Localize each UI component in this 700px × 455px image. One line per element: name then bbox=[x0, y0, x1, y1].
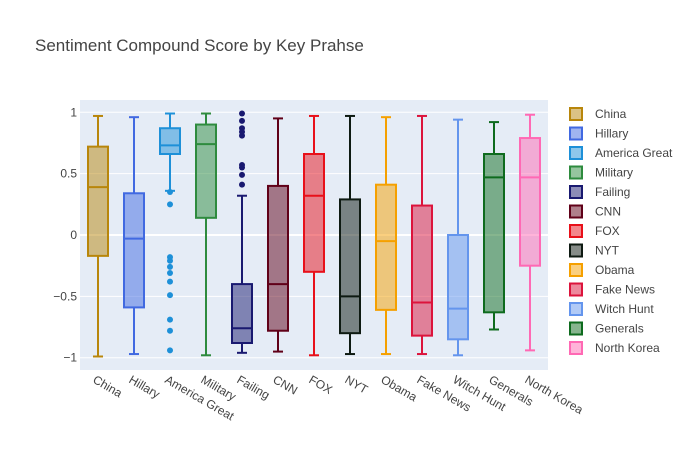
outlier-point bbox=[239, 181, 245, 188]
y-tick-label: 0 bbox=[70, 228, 77, 242]
legend-label: Fake News bbox=[595, 283, 655, 297]
y-tick-label: 0.5 bbox=[60, 167, 77, 181]
box-fox[interactable] bbox=[303, 114, 325, 357]
legend-item-military[interactable]: Military bbox=[569, 165, 633, 180]
box-iqr bbox=[87, 145, 109, 257]
legend-item-witch-hunt[interactable]: Witch Hunt bbox=[569, 302, 654, 316]
outlier-point bbox=[167, 263, 173, 270]
box-china[interactable] bbox=[87, 114, 109, 358]
legend-label: America Great bbox=[595, 146, 673, 160]
box-fake-news[interactable] bbox=[411, 114, 433, 356]
legend-item-china[interactable]: China bbox=[569, 107, 627, 121]
box-iqr bbox=[375, 183, 397, 311]
box-witch-hunt[interactable] bbox=[447, 118, 469, 357]
legend-label: FOX bbox=[595, 224, 620, 238]
legend-label: China bbox=[595, 107, 627, 121]
legend-item-fox[interactable]: FOX bbox=[569, 224, 620, 238]
box-iqr bbox=[303, 153, 325, 273]
legend-item-hillary[interactable]: Hillary bbox=[569, 126, 628, 141]
box-iqr bbox=[411, 204, 433, 337]
legend-label: North Korea bbox=[595, 341, 660, 355]
box-iqr bbox=[447, 234, 469, 341]
legend-item-north-korea[interactable]: North Korea bbox=[569, 341, 660, 355]
legend-label: Military bbox=[595, 166, 633, 180]
box-nyt[interactable] bbox=[339, 114, 361, 356]
legend-item-america-great[interactable]: America Great bbox=[569, 146, 673, 160]
legend-swatch bbox=[569, 146, 583, 160]
y-tick-label: −0.5 bbox=[53, 289, 77, 303]
outlier-point bbox=[167, 278, 173, 285]
outlier-point bbox=[239, 117, 245, 124]
box-hillary[interactable] bbox=[123, 116, 145, 356]
box-iqr bbox=[123, 192, 145, 309]
box-iqr bbox=[483, 153, 505, 314]
outlier-point bbox=[239, 110, 245, 117]
outlier-point bbox=[167, 257, 173, 264]
legend-swatch bbox=[569, 321, 583, 336]
box-obama[interactable] bbox=[375, 116, 397, 356]
outlier-point bbox=[239, 162, 245, 169]
legend-swatch bbox=[569, 243, 583, 258]
box-cnn[interactable] bbox=[267, 117, 289, 353]
legend-label: Witch Hunt bbox=[595, 302, 654, 316]
outlier-point bbox=[167, 201, 173, 208]
legend-label: Generals bbox=[595, 322, 644, 336]
outlier-point bbox=[239, 125, 245, 132]
outlier-point bbox=[167, 327, 173, 334]
box-north-korea[interactable] bbox=[519, 113, 541, 352]
box-failing[interactable] bbox=[231, 110, 253, 354]
legend-label: Hillary bbox=[595, 127, 628, 141]
box-iqr bbox=[519, 137, 541, 267]
y-tick-label: −1 bbox=[63, 351, 77, 365]
outlier-point bbox=[239, 171, 245, 178]
outlier-point bbox=[167, 189, 173, 196]
outlier-point bbox=[167, 270, 173, 277]
legend-item-nyt[interactable]: NYT bbox=[569, 243, 620, 258]
legend-swatch bbox=[569, 282, 583, 297]
legend-swatch bbox=[569, 263, 583, 277]
legend-item-failing[interactable]: Failing bbox=[569, 185, 630, 199]
box-iqr bbox=[195, 123, 217, 219]
legend-item-cnn[interactable]: CNN bbox=[569, 204, 621, 219]
legend-swatch bbox=[569, 341, 583, 355]
boxes bbox=[87, 110, 541, 358]
y-tick-label: 1 bbox=[70, 105, 77, 119]
box-iqr bbox=[159, 127, 181, 156]
legend-swatch bbox=[569, 107, 583, 121]
legend-label: Failing bbox=[595, 185, 630, 199]
box-generals[interactable] bbox=[483, 121, 505, 331]
legend-item-fake-news[interactable]: Fake News bbox=[569, 282, 655, 297]
legend-swatch bbox=[569, 302, 583, 316]
legend-swatch bbox=[569, 185, 583, 199]
legend-swatch bbox=[569, 165, 583, 180]
legend-swatch bbox=[569, 126, 583, 141]
box-military[interactable] bbox=[195, 112, 217, 357]
legend-label: Obama bbox=[595, 263, 635, 277]
outlier-point bbox=[167, 316, 173, 323]
outlier-point bbox=[167, 292, 173, 299]
box-iqr bbox=[267, 184, 289, 332]
outlier-point bbox=[167, 347, 173, 354]
legend-label: CNN bbox=[595, 205, 621, 219]
legend[interactable]: China Hillary America Great Military Failing… bbox=[569, 107, 673, 355]
box-america-great[interactable] bbox=[159, 112, 181, 354]
legend-swatch bbox=[569, 224, 583, 238]
y-axis-tick-labels: 1 0.5 0 −0.5 −1 bbox=[53, 105, 77, 364]
legend-swatch bbox=[569, 204, 583, 219]
legend-label: NYT bbox=[595, 244, 620, 258]
box-iqr bbox=[339, 198, 361, 335]
box-iqr bbox=[231, 283, 253, 345]
legend-item-obama[interactable]: Obama bbox=[569, 263, 635, 277]
chart-title: Sentiment Compound Score by Key Prahse bbox=[35, 36, 364, 55]
legend-item-generals[interactable]: Generals bbox=[569, 321, 644, 336]
